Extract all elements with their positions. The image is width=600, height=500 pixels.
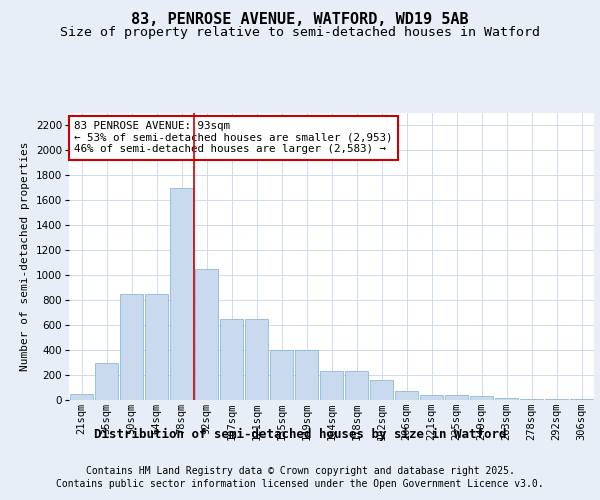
Text: 83 PENROSE AVENUE: 93sqm
← 53% of semi-detached houses are smaller (2,953)
46% o: 83 PENROSE AVENUE: 93sqm ← 53% of semi-d…	[74, 121, 393, 154]
Text: 83, PENROSE AVENUE, WATFORD, WD19 5AB: 83, PENROSE AVENUE, WATFORD, WD19 5AB	[131, 12, 469, 28]
Bar	[245, 319, 268, 400]
Bar	[345, 371, 368, 400]
Bar	[145, 294, 168, 400]
Bar	[470, 396, 493, 400]
Text: Size of property relative to semi-detached houses in Watford: Size of property relative to semi-detach…	[60, 26, 540, 39]
Bar	[520, 399, 543, 400]
Bar	[70, 394, 93, 400]
Bar	[370, 380, 393, 400]
Bar	[95, 362, 118, 400]
Bar	[495, 398, 518, 400]
Text: Contains HM Land Registry data © Crown copyright and database right 2025.: Contains HM Land Registry data © Crown c…	[86, 466, 514, 476]
Y-axis label: Number of semi-detached properties: Number of semi-detached properties	[20, 142, 30, 371]
Bar	[195, 269, 218, 400]
Text: Contains public sector information licensed under the Open Government Licence v3: Contains public sector information licen…	[56, 479, 544, 489]
Bar	[395, 390, 418, 400]
Text: Distribution of semi-detached houses by size in Watford: Distribution of semi-detached houses by …	[94, 428, 506, 440]
Bar	[270, 350, 293, 400]
Bar	[420, 395, 443, 400]
Bar	[295, 350, 318, 400]
Bar	[320, 371, 343, 400]
Bar	[220, 319, 243, 400]
Bar	[170, 188, 193, 400]
Bar	[120, 294, 143, 400]
Bar	[445, 395, 468, 400]
